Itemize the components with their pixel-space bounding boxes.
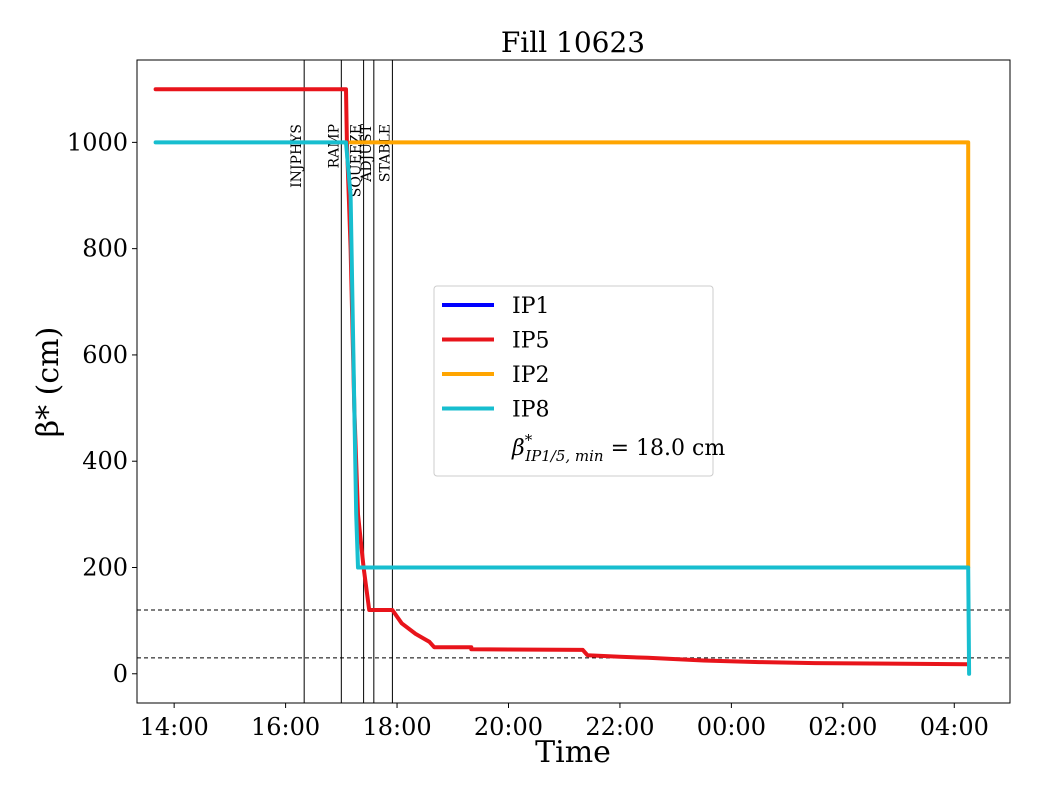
plot-frame <box>136 59 1011 704</box>
reference-lines <box>137 609 1010 659</box>
x-tick-label: 18:00 <box>362 713 431 741</box>
x-axis-ticks: 14:00 16:00 18:00 20:00 22:00 00:00 02:00 04:00 <box>140 703 989 741</box>
phase-label: ADJUST <box>359 123 375 182</box>
series-line-ip2 <box>348 140 971 570</box>
series-line-ip8 <box>153 140 972 676</box>
x-tick-label: 22:00 <box>585 713 654 741</box>
chart-title: Fill 10623 <box>501 26 645 59</box>
legend-beta-min-text: β* IP1/5, min = 18.0 cm <box>511 431 725 465</box>
x-tick-label: 20:00 <box>474 713 543 741</box>
legend-beta-symbol: β <box>511 436 525 461</box>
y-axis-ticks: 0 200 400 600 800 1000 <box>67 128 137 688</box>
y-tick-label: 800 <box>82 235 128 263</box>
phase-label: RAMP <box>326 124 342 168</box>
y-axis-label: β* (cm) <box>31 327 66 438</box>
legend-beta-subscript: IP1/5, min <box>524 447 603 465</box>
legend-box <box>433 285 714 477</box>
y-tick-label: 0 <box>113 660 128 688</box>
x-tick-label: 00:00 <box>697 713 766 741</box>
legend-label-ip2: IP2 <box>512 363 550 388</box>
y-tick-label: 400 <box>82 447 128 475</box>
x-tick-label: 16:00 <box>251 713 320 741</box>
legend-label-ip5: IP5 <box>512 329 550 354</box>
x-tick-label: 04:00 <box>920 713 989 741</box>
x-axis-label: Time <box>535 735 611 770</box>
y-tick-label: 1000 <box>67 128 128 156</box>
y-tick-label: 200 <box>82 553 128 581</box>
x-tick-label: 02:00 <box>808 713 877 741</box>
legend: IP1 IP5 IP2 IP8 β* IP1/5, min = 18.0 cm <box>433 285 725 477</box>
phase-label: STABLE <box>377 124 393 182</box>
phase-label: INJPHYS <box>289 124 305 188</box>
legend-label-ip8: IP8 <box>512 398 550 423</box>
y-tick-label: 600 <box>82 341 128 369</box>
legend-beta-star: * <box>525 431 533 449</box>
x-tick-label: 14:00 <box>140 713 209 741</box>
legend-label-ip1: IP1 <box>512 294 550 319</box>
series-lines <box>153 87 972 676</box>
legend-beta-value: = 18.0 cm <box>604 436 726 461</box>
